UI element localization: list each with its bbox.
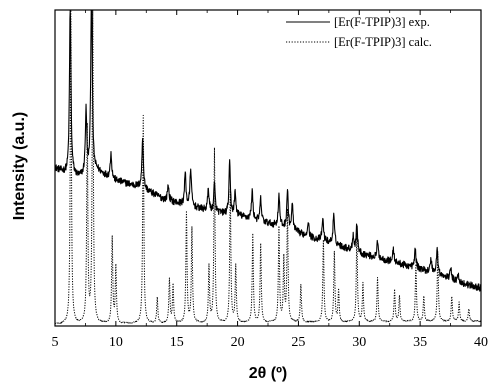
x-tick-label: 30	[352, 335, 366, 350]
x-tick-label: 20	[231, 335, 245, 350]
legend-label-calc: [Er(F-TPIP)3] calc.	[334, 35, 432, 49]
plot-frame	[54, 9, 482, 327]
x-tick-label: 25	[291, 335, 305, 350]
x-axis-title: 2θ (º)	[249, 365, 288, 382]
x-tick-label: 15	[170, 335, 184, 350]
plot-area	[54, 9, 482, 327]
x-axis: 5 10 15 20 25 30 35 40	[52, 10, 488, 350]
exp-series	[54, 9, 482, 292]
x-tick-label: 35	[413, 335, 427, 350]
x-tick-label: 40	[474, 335, 488, 350]
y-axis-title: Intensity (a.u.)	[11, 112, 28, 220]
x-tick-label: 10	[109, 335, 123, 350]
legend: [Er(F-TPIP)3] exp. [Er(F-TPIP)3] calc.	[286, 15, 432, 49]
calc-series	[54, 9, 482, 325]
calc-series-line	[54, 9, 482, 325]
x-tick-label: 5	[52, 335, 59, 350]
legend-label-exp: [Er(F-TPIP)3] exp.	[334, 15, 430, 29]
exp-series-line	[54, 9, 482, 292]
